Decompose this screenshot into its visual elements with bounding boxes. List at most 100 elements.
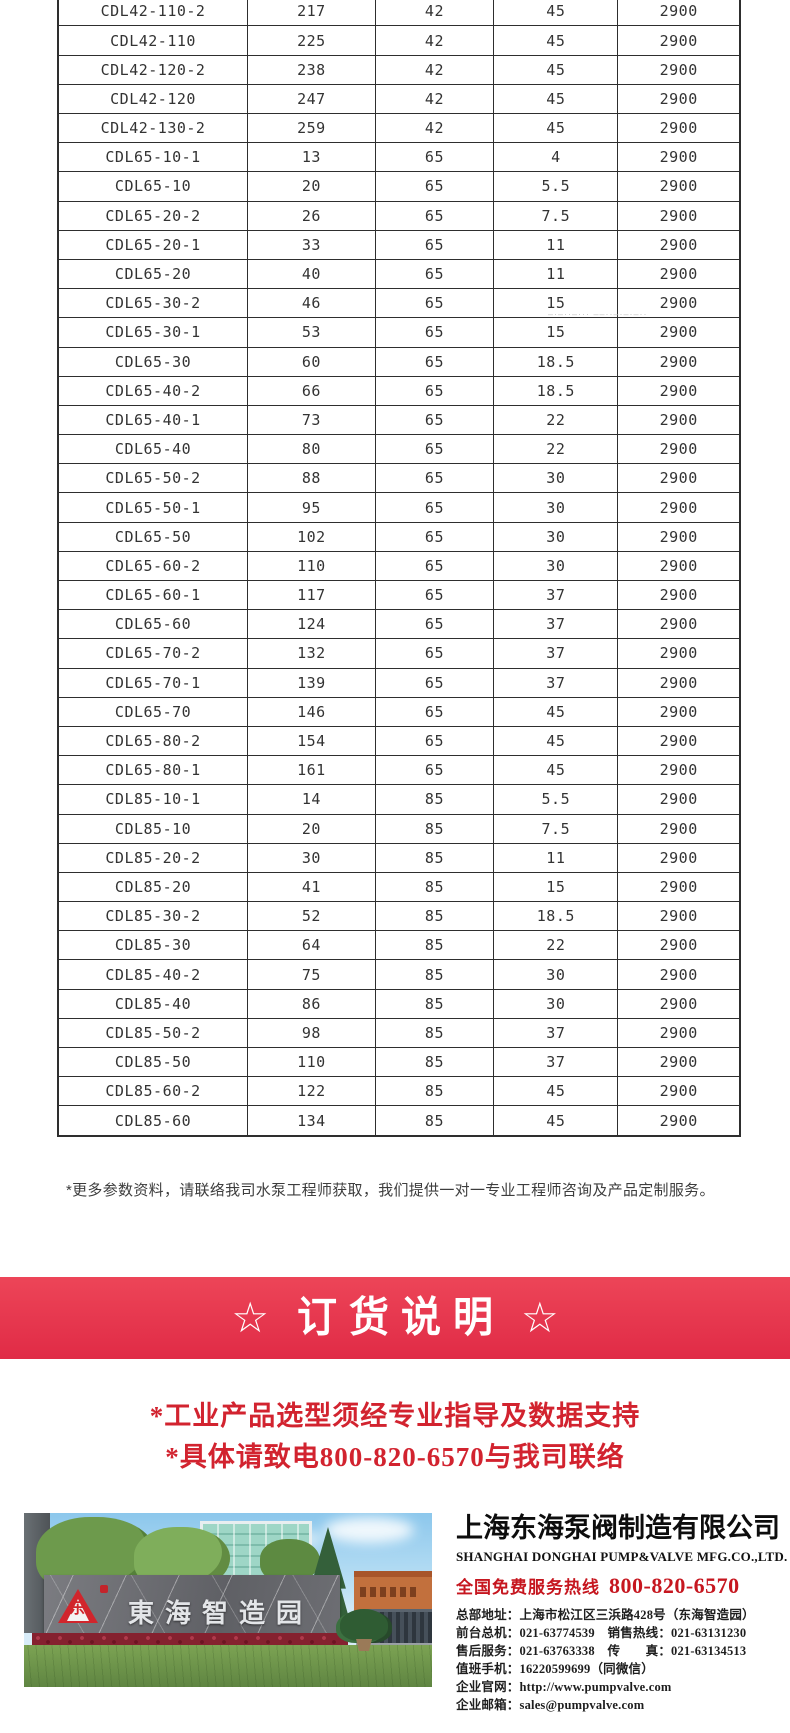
table-cell: 85 <box>374 901 495 932</box>
table-cell: 124 <box>247 609 376 640</box>
table-cell: CDL65-80-1 <box>57 755 249 786</box>
table-cell: 20 <box>247 171 376 202</box>
table-cell: 2900 <box>617 25 741 56</box>
table-cell: CDL85-60-2 <box>57 1076 249 1107</box>
table-cell: 2900 <box>617 1076 741 1107</box>
table-cell: 37 <box>493 667 619 698</box>
table-row: CDL65-70-1 139 65 37 2900 <box>57 667 741 698</box>
table-cell: 40 <box>247 258 376 290</box>
table-cell: 37 <box>493 1047 619 1078</box>
table-cell: 42 <box>374 0 495 27</box>
table-cell: 110 <box>247 1047 376 1078</box>
table-cell: CDL65-70-1 <box>57 667 249 698</box>
table-row: CDL65-80-2 154 65 45 2900 <box>57 725 741 757</box>
star-icon: ☆ <box>231 1294 269 1341</box>
table-cell: 2900 <box>617 463 741 494</box>
table-row: CDL85-40 86 85 30 2900 <box>57 988 741 1019</box>
table-cell: 2900 <box>617 142 741 173</box>
table-row: CDL65-60 124 65 37 2900 <box>57 609 741 640</box>
table-cell: CDL65-10-1 <box>57 142 249 173</box>
table-row: CDL85-10 20 85 7.5 2900 <box>57 813 741 844</box>
table-cell: 102 <box>247 521 376 552</box>
table-cell: 161 <box>247 755 376 786</box>
table-cell: 2900 <box>617 580 741 611</box>
table-cell: 15 <box>493 871 619 903</box>
notice-line-2: *具体请致电800-820-6570与我司联络 <box>165 1442 625 1472</box>
table-cell: 238 <box>247 54 376 85</box>
table-cell: CDL85-60 <box>57 1105 249 1137</box>
photo-plant-pot <box>356 1639 372 1651</box>
table-cell: 154 <box>247 725 376 757</box>
contact-line-email[interactable]: 企业邮箱：sales@pumpvalve.com <box>456 1698 645 1712</box>
contact-line-switchboard: 前台总机：021-63774539 销售热线：021-63131230 <box>456 1626 747 1640</box>
table-cell: 98 <box>247 1017 376 1049</box>
table-cell: CDL42-110-2 <box>57 0 249 27</box>
contact-line-website[interactable]: 企业官网：http://www.pumpvalve.com <box>456 1680 672 1694</box>
table-cell: 2900 <box>617 813 741 844</box>
table-cell: 45 <box>493 113 619 144</box>
table-cell: 247 <box>247 83 376 115</box>
table-cell: 30 <box>493 988 619 1019</box>
table-cell: 65 <box>374 258 495 290</box>
table-cell: CDL85-30-2 <box>57 901 249 932</box>
table-row: CDL42-110 225 42 45 2900 <box>57 25 741 56</box>
table-row: CDL85-60-2 122 85 45 2900 <box>57 1076 741 1107</box>
table-cell: CDL65-40-1 <box>57 404 249 436</box>
table-cell: CDL65-60-1 <box>57 580 249 611</box>
table-row: CDL65-40-2 66 65 18.5 2900 <box>57 375 741 406</box>
table-cell: 65 <box>374 288 495 319</box>
table-cell: 85 <box>374 842 495 873</box>
table-cell: 85 <box>374 930 495 961</box>
company-name-en: SHANGHAI DONGHAI PUMP&VALVE MFG.CO.,LTD. <box>456 1549 788 1564</box>
table-cell: 65 <box>374 375 495 406</box>
contact-detail-list: 总部地址：上海市松江区三浜路428号（东海智造园） 前台总机：021-63774… <box>456 1606 782 1714</box>
table-row: CDL85-10-1 14 85 5.5 2900 <box>57 784 741 815</box>
table-cell: 2900 <box>617 1105 741 1137</box>
table-cell: 42 <box>374 83 495 115</box>
table-row: CDL85-40-2 75 85 30 2900 <box>57 959 741 990</box>
table-cell: 18.5 <box>493 901 619 932</box>
table-cell: 65 <box>374 200 495 231</box>
table-cell: 14 <box>247 784 376 815</box>
table-cell: 22 <box>493 930 619 961</box>
hotline-number: 800-820-6570 <box>609 1573 740 1598</box>
table-cell: 134 <box>247 1105 376 1137</box>
table-cell: CDL85-40-2 <box>57 959 249 990</box>
table-cell: 2900 <box>617 375 741 406</box>
table-cell: 85 <box>374 1047 495 1078</box>
table-cell: CDL42-130-2 <box>57 113 249 144</box>
table-cell: CDL85-50 <box>57 1047 249 1078</box>
table-cell: 80 <box>247 434 376 465</box>
table-cell: 2900 <box>617 317 741 348</box>
table-cell: 33 <box>247 229 376 260</box>
table-row: CDL42-120-2 238 42 45 2900 <box>57 54 741 85</box>
photo-marble-sign-wall: 东 東海智造园 <box>44 1575 340 1641</box>
table-row: CDL65-50-1 95 65 30 2900 <box>57 492 741 523</box>
table-cell: 146 <box>247 696 376 727</box>
table-cell: CDL42-110 <box>57 25 249 56</box>
table-row: CDL65-20-2 26 65 7.5 2900 <box>57 200 741 231</box>
table-cell: 86 <box>247 988 376 1019</box>
table-row: CDL42-110-2 217 42 45 2900 <box>57 0 741 27</box>
table-cell: CDL65-20-2 <box>57 200 249 231</box>
table-cell: CDL65-70-2 <box>57 638 249 669</box>
table-cell: CDL65-60-2 <box>57 550 249 582</box>
table-cell: 37 <box>493 609 619 640</box>
table-cell: 65 <box>374 171 495 202</box>
table-cell: 2900 <box>617 609 741 640</box>
table-cell: 2900 <box>617 1047 741 1078</box>
table-cell: 117 <box>247 580 376 611</box>
table-cell: CDL85-10 <box>57 813 249 844</box>
table-cell: CDL65-50-2 <box>57 463 249 494</box>
table-cell: 85 <box>374 959 495 990</box>
table-cell: 217 <box>247 0 376 27</box>
table-cell: 122 <box>247 1076 376 1107</box>
table-cell: 2900 <box>617 0 741 27</box>
table-cell: 2900 <box>617 842 741 873</box>
table-row: CDL65-80-1 161 65 45 2900 <box>57 755 741 786</box>
table-cell: 2900 <box>617 492 741 523</box>
table-cell: 46 <box>247 288 376 319</box>
table-cell: 45 <box>493 1076 619 1107</box>
table-cell: CDL65-10 <box>57 171 249 202</box>
pump-table-body: CDL42-110-2 217 42 45 2900 CDL42-110 225 42 45 29… <box>57 0 741 1137</box>
